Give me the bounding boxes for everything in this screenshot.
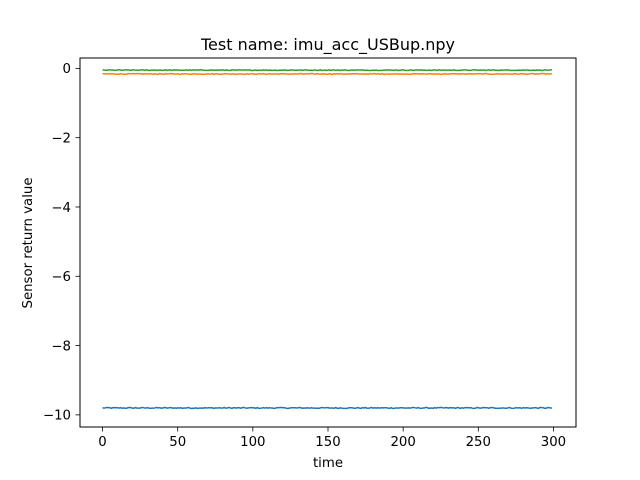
series-line-2 bbox=[102, 69, 553, 72]
series-line-0 bbox=[102, 406, 552, 410]
plot-area bbox=[102, 69, 553, 410]
x-tick-label: 50 bbox=[169, 435, 186, 450]
y-tick-label: −4 bbox=[51, 201, 71, 216]
x-tick-label: 250 bbox=[466, 435, 491, 450]
x-tick-label: 100 bbox=[240, 435, 265, 450]
y-axis: 0 −2 −4 −6 −8 −10 bbox=[43, 62, 80, 424]
y-tick-label: −10 bbox=[43, 409, 71, 424]
series-line-1 bbox=[102, 72, 552, 76]
x-axis: 0 50 100 150 200 250 300 bbox=[98, 427, 566, 450]
x-tick-label: 200 bbox=[390, 435, 415, 450]
chart-title: Test name: imu_acc_USBup.npy bbox=[200, 35, 455, 55]
y-tick-label: −6 bbox=[51, 270, 71, 285]
x-tick-label: 150 bbox=[315, 435, 340, 450]
y-tick-label: −2 bbox=[51, 131, 71, 146]
plot-frame bbox=[79, 57, 577, 428]
x-tick-label: 0 bbox=[98, 435, 106, 450]
x-axis-label: time bbox=[313, 456, 343, 471]
y-tick-label: 0 bbox=[63, 62, 71, 77]
x-tick-label: 300 bbox=[541, 435, 566, 450]
y-axis-label: Sensor return value bbox=[21, 177, 36, 308]
y-tick-label: −8 bbox=[51, 339, 71, 354]
